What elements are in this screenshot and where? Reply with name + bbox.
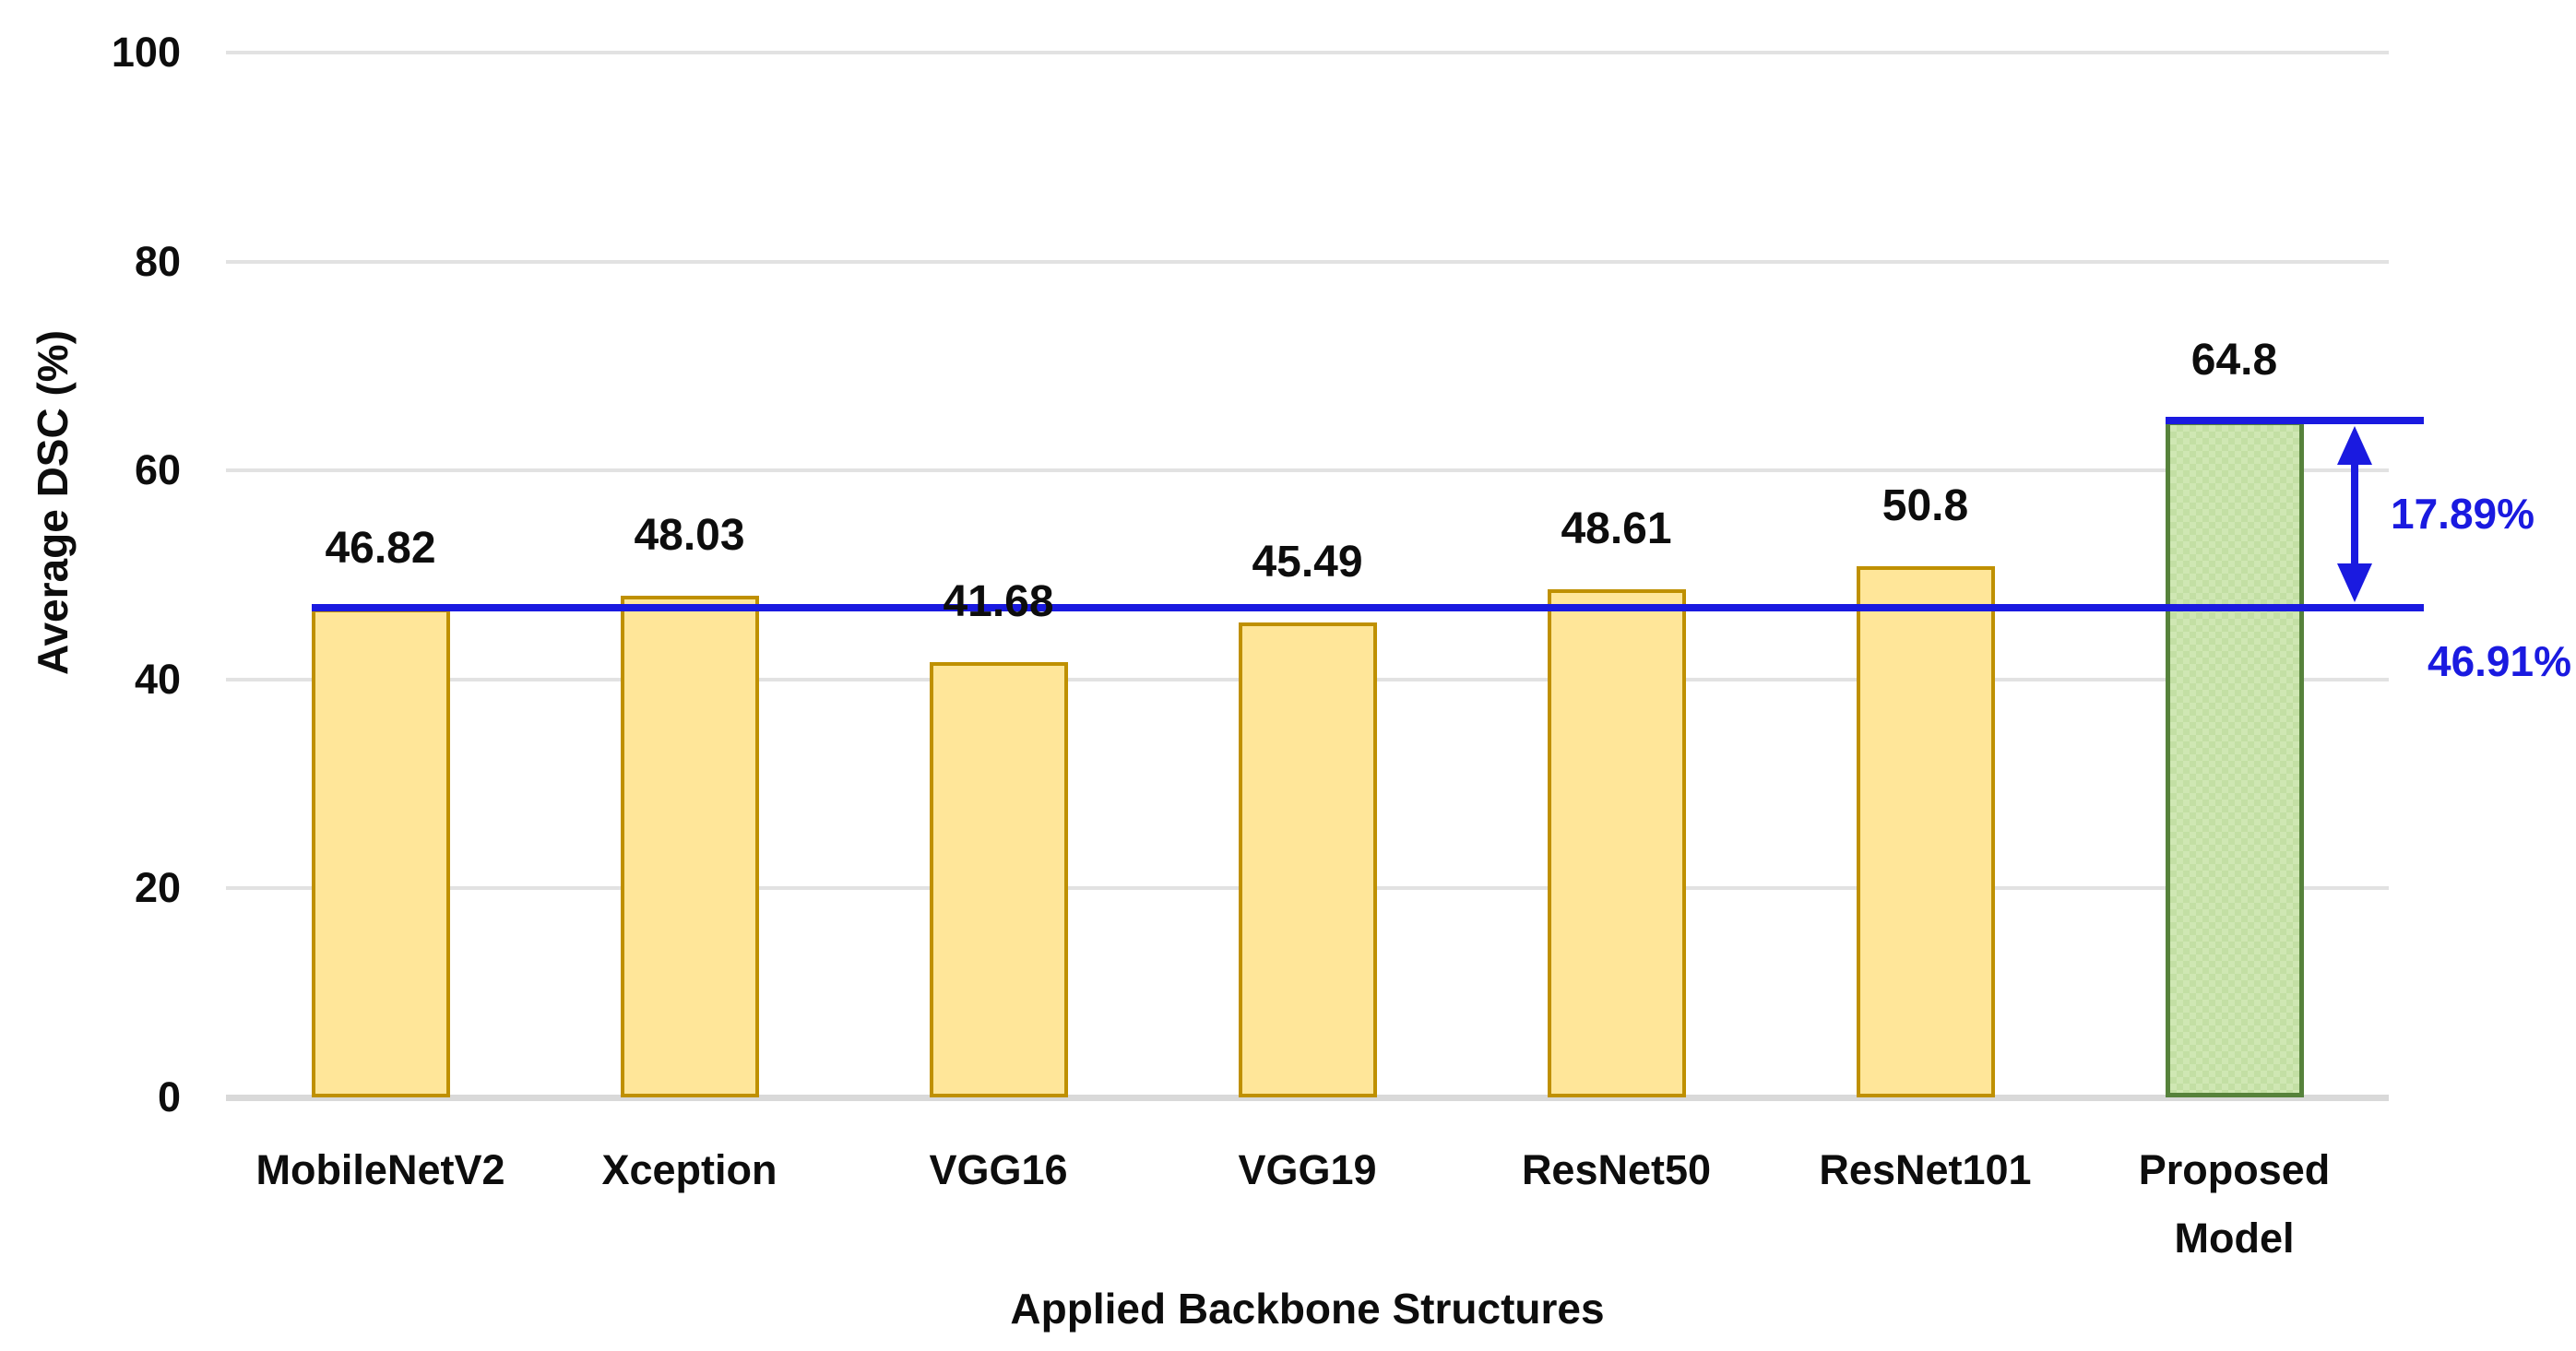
arrow-head-up-icon <box>2337 425 2372 465</box>
proposed-top-line <box>2165 416 2424 424</box>
bar-value-label-mobilenetv2: 46.82 <box>325 523 436 573</box>
arrow-head-down-icon <box>2337 563 2372 602</box>
reference-value-label: 46.91% <box>2427 636 2571 685</box>
bar-resnet101 <box>1856 566 1995 1097</box>
reference-line <box>311 603 2424 611</box>
y-tick-label-40: 40 <box>134 655 181 703</box>
gridline-60 <box>226 468 2389 473</box>
x-category-label-vgg16: VGG16 <box>929 1146 1068 1193</box>
x-category-label-resnet101: ResNet101 <box>1819 1146 2032 1193</box>
y-tick-label-0: 0 <box>157 1073 181 1120</box>
x-category-label-xception: Xception <box>601 1146 778 1193</box>
difference-arrow <box>2337 425 2372 602</box>
x-axis-line <box>226 1095 2389 1101</box>
bar-value-label-proposed-model: 64.8 <box>2190 335 2278 385</box>
bar-vgg16 <box>929 661 1068 1097</box>
bar-value-label-resnet50: 48.61 <box>1561 504 1672 554</box>
gridline-80 <box>226 259 2389 264</box>
bar-proposed-model <box>2165 420 2304 1097</box>
x-category-label-mobilenetv2: MobileNetV2 <box>255 1146 505 1193</box>
y-tick-label-100: 100 <box>111 29 181 76</box>
y-tick-label-60: 60 <box>134 446 181 494</box>
y-axis-title: Average DSC (%) <box>29 329 77 676</box>
x-category-label-proposed-model: Proposed Model <box>2138 1146 2331 1262</box>
x-category-label-vgg19: VGG19 <box>1238 1146 1377 1193</box>
bar-value-label-xception: 48.03 <box>634 510 745 560</box>
x-axis-title: Applied Backbone Structures <box>1010 1285 1605 1333</box>
bar-resnet50 <box>1547 589 1686 1097</box>
bar-value-label-vgg16: 41.68 <box>943 576 1054 626</box>
bar-value-label-vgg19: 45.49 <box>1252 537 1363 587</box>
bar-xception <box>620 595 759 1097</box>
y-tick-label-20: 20 <box>134 864 181 912</box>
bar-vgg19 <box>1238 622 1377 1097</box>
bar-value-label-resnet101: 50.8 <box>1882 481 1969 531</box>
difference-label: 17.89% <box>2391 490 2535 539</box>
y-tick-label-80: 80 <box>134 237 181 285</box>
x-category-label-resnet50: ResNet50 <box>1521 1146 1712 1193</box>
arrow-shaft <box>2351 464 2358 563</box>
gridline-100 <box>226 51 2389 54</box>
bar-mobilenetv2 <box>311 608 450 1097</box>
